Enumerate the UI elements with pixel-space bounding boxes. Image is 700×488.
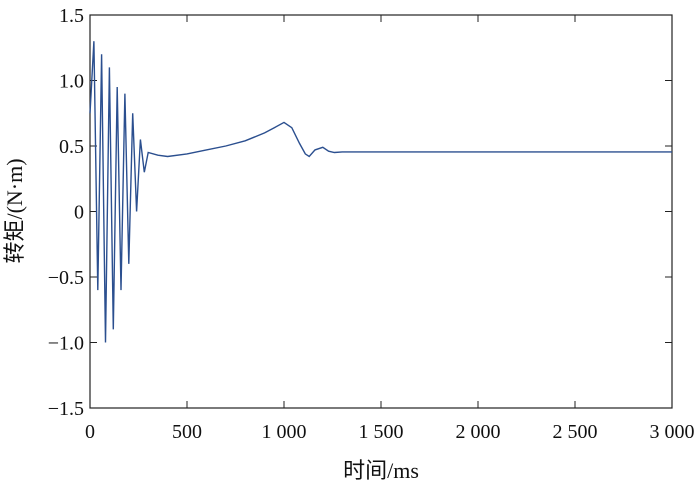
x-axis-label: 时间/ms: [343, 458, 419, 483]
y-tick-label: −1.5: [48, 398, 84, 420]
x-tick-label: 1 000: [262, 421, 307, 443]
y-tick-label: 0.5: [59, 136, 84, 158]
axis-tick-labels: 0 500 1 000 1 500 2 000 2 500 3 000 −1.5 −1.0 −0.…: [48, 5, 695, 443]
x-tick-label: 0: [85, 421, 95, 443]
x-tick-label: 500: [172, 421, 202, 443]
x-tick-label: 2 000: [456, 421, 501, 443]
y-axis-label: 转矩/(N·m): [2, 158, 27, 263]
y-tick-label: −0.5: [48, 267, 84, 289]
y-tick-label: −1.0: [48, 333, 84, 355]
y-tick-label: 1.5: [59, 5, 84, 27]
y-tick-label: 1.0: [59, 71, 84, 93]
axis-ticks: [89, 14, 673, 409]
x-tick-label: 1 500: [359, 421, 404, 443]
series-line: [89, 41, 672, 343]
x-tick-label: 2 500: [553, 421, 598, 443]
x-tick-label: 3 000: [650, 421, 695, 443]
plot-frame: [89, 14, 673, 409]
y-tick-label: 0: [74, 202, 84, 224]
